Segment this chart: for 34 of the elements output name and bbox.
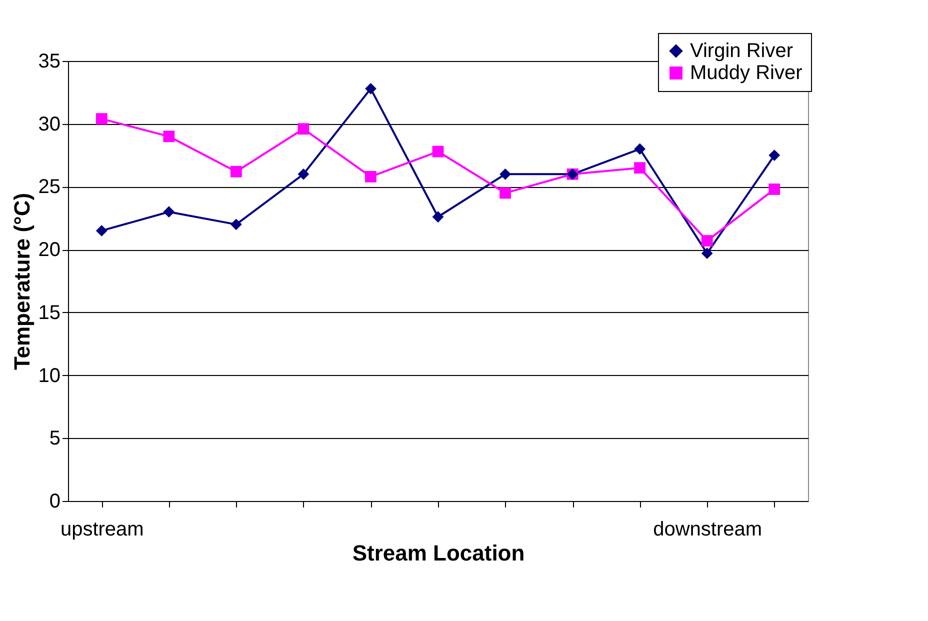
point [634, 143, 646, 155]
point [634, 162, 646, 174]
point [163, 130, 175, 142]
x-axis-title: Stream Location [352, 540, 525, 566]
point [365, 82, 376, 94]
y-tick-label: 10 [38, 364, 60, 387]
point [365, 170, 376, 182]
point [298, 123, 310, 135]
point [163, 206, 175, 218]
point [500, 187, 511, 199]
y-axis-title: Temperature (°C) [9, 192, 34, 370]
point [701, 235, 713, 246]
point [96, 225, 108, 236]
point [701, 248, 713, 260]
y-tick-label: 20 [38, 239, 60, 262]
point [768, 150, 780, 161]
point [96, 113, 108, 125]
y-tick-label: 25 [38, 176, 60, 198]
point [230, 166, 242, 178]
y-tick-label: 35 [38, 50, 60, 72]
point [768, 184, 780, 195]
legend-label: Virgin River [690, 40, 794, 62]
legend-label: Muddy River [690, 62, 803, 84]
y-tick-label: 0 [49, 490, 60, 512]
y-tick-label: 30 [38, 113, 60, 136]
point [432, 211, 444, 223]
x-tick-label: upstream [60, 518, 144, 540]
x-tick-label: downstream [653, 518, 762, 540]
y-tick-label: 15 [38, 302, 60, 324]
y-tick-label: 5 [49, 428, 60, 450]
point [230, 218, 242, 230]
point [500, 168, 511, 180]
point [298, 168, 310, 180]
point [432, 146, 444, 158]
